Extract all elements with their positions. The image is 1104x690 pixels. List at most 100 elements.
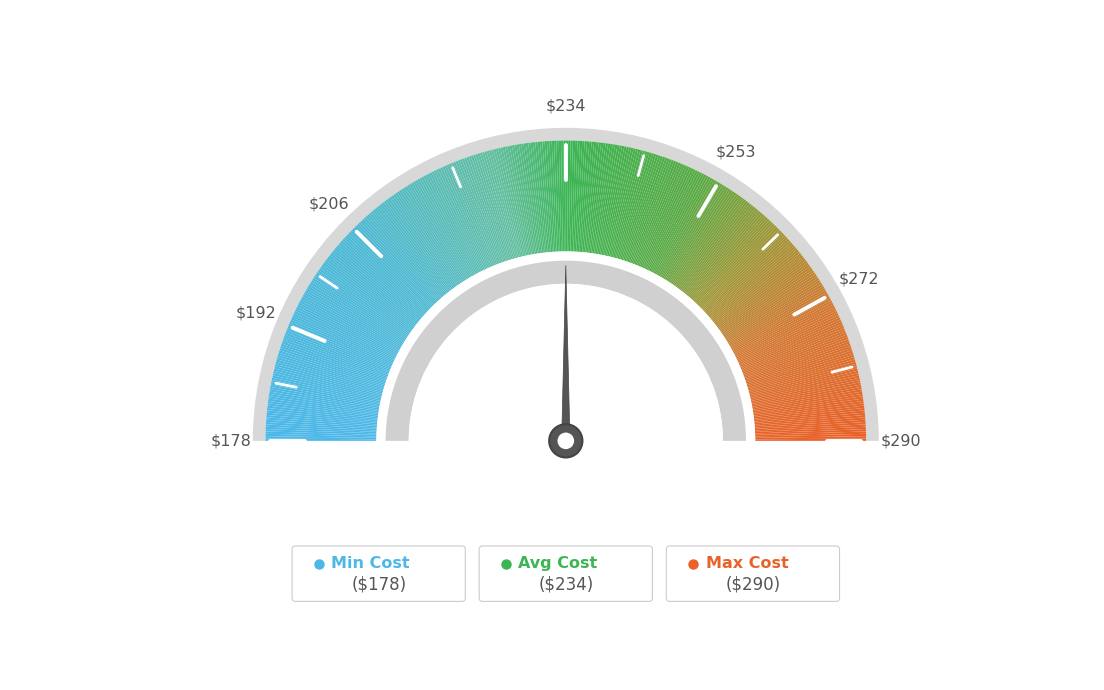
Wedge shape: [692, 217, 768, 301]
Wedge shape: [468, 156, 506, 262]
Wedge shape: [569, 141, 573, 251]
Wedge shape: [466, 157, 505, 262]
Wedge shape: [446, 164, 492, 267]
Wedge shape: [380, 204, 449, 292]
Wedge shape: [740, 324, 843, 368]
Wedge shape: [591, 144, 608, 253]
Wedge shape: [283, 339, 388, 378]
Wedge shape: [282, 342, 388, 380]
Text: $253: $253: [715, 145, 756, 160]
Wedge shape: [408, 284, 723, 441]
Wedge shape: [734, 302, 834, 355]
Wedge shape: [440, 167, 488, 269]
Wedge shape: [751, 377, 860, 402]
Wedge shape: [606, 147, 631, 256]
Wedge shape: [755, 434, 866, 438]
Wedge shape: [278, 353, 385, 386]
Text: ($234): ($234): [538, 575, 594, 593]
Wedge shape: [658, 179, 714, 276]
Wedge shape: [299, 300, 399, 353]
Wedge shape: [270, 384, 380, 407]
Text: $234: $234: [545, 99, 586, 113]
Wedge shape: [753, 389, 862, 410]
Wedge shape: [746, 351, 852, 385]
Wedge shape: [637, 163, 681, 266]
Wedge shape: [411, 182, 469, 279]
Wedge shape: [289, 322, 392, 367]
Wedge shape: [665, 185, 724, 280]
Wedge shape: [657, 178, 712, 275]
Wedge shape: [638, 164, 683, 266]
Wedge shape: [712, 249, 798, 322]
Circle shape: [549, 424, 583, 457]
Wedge shape: [595, 144, 615, 254]
Wedge shape: [273, 375, 381, 401]
Wedge shape: [397, 191, 460, 284]
Wedge shape: [280, 344, 386, 381]
Wedge shape: [755, 424, 866, 432]
Wedge shape: [357, 224, 435, 305]
Wedge shape: [320, 266, 412, 332]
Wedge shape: [388, 198, 455, 288]
Wedge shape: [429, 172, 481, 272]
Wedge shape: [369, 213, 443, 298]
Wedge shape: [677, 198, 744, 288]
Wedge shape: [571, 141, 575, 252]
Wedge shape: [294, 311, 395, 360]
Wedge shape: [253, 128, 879, 441]
Wedge shape: [616, 151, 647, 259]
Wedge shape: [502, 147, 528, 256]
Wedge shape: [266, 417, 376, 428]
Wedge shape: [644, 167, 691, 269]
Wedge shape: [302, 294, 401, 350]
Wedge shape: [295, 308, 395, 359]
Wedge shape: [279, 348, 385, 384]
Wedge shape: [376, 206, 447, 294]
Wedge shape: [582, 141, 594, 253]
Wedge shape: [703, 234, 785, 311]
Wedge shape: [272, 380, 380, 404]
Wedge shape: [707, 241, 792, 315]
Wedge shape: [622, 154, 657, 260]
Wedge shape: [747, 355, 854, 388]
Wedge shape: [308, 284, 404, 343]
Wedge shape: [297, 304, 397, 356]
Wedge shape: [291, 317, 393, 364]
Wedge shape: [517, 144, 537, 254]
Wedge shape: [648, 170, 698, 270]
Wedge shape: [650, 172, 702, 272]
Wedge shape: [423, 175, 477, 274]
Wedge shape: [728, 286, 825, 344]
Wedge shape: [649, 171, 700, 271]
Wedge shape: [415, 180, 471, 277]
Wedge shape: [391, 195, 457, 287]
Wedge shape: [362, 219, 438, 302]
Wedge shape: [274, 368, 382, 397]
Wedge shape: [636, 161, 679, 265]
Wedge shape: [374, 208, 446, 295]
Wedge shape: [750, 368, 858, 397]
Wedge shape: [335, 248, 421, 320]
Wedge shape: [399, 190, 461, 284]
Wedge shape: [683, 205, 754, 293]
Wedge shape: [710, 246, 796, 319]
Wedge shape: [425, 175, 478, 273]
Wedge shape: [382, 202, 450, 291]
Wedge shape: [744, 339, 849, 378]
Wedge shape: [459, 159, 500, 264]
Wedge shape: [639, 164, 686, 267]
Wedge shape: [500, 147, 526, 256]
Wedge shape: [664, 184, 723, 279]
Wedge shape: [737, 315, 839, 363]
Wedge shape: [448, 164, 493, 266]
Wedge shape: [267, 413, 378, 424]
Wedge shape: [680, 201, 749, 290]
Wedge shape: [669, 188, 731, 282]
Wedge shape: [325, 261, 414, 328]
Wedge shape: [266, 429, 376, 435]
Wedge shape: [287, 326, 391, 370]
Wedge shape: [507, 146, 530, 255]
Wedge shape: [269, 391, 379, 411]
Wedge shape: [307, 286, 404, 344]
Wedge shape: [445, 165, 490, 268]
